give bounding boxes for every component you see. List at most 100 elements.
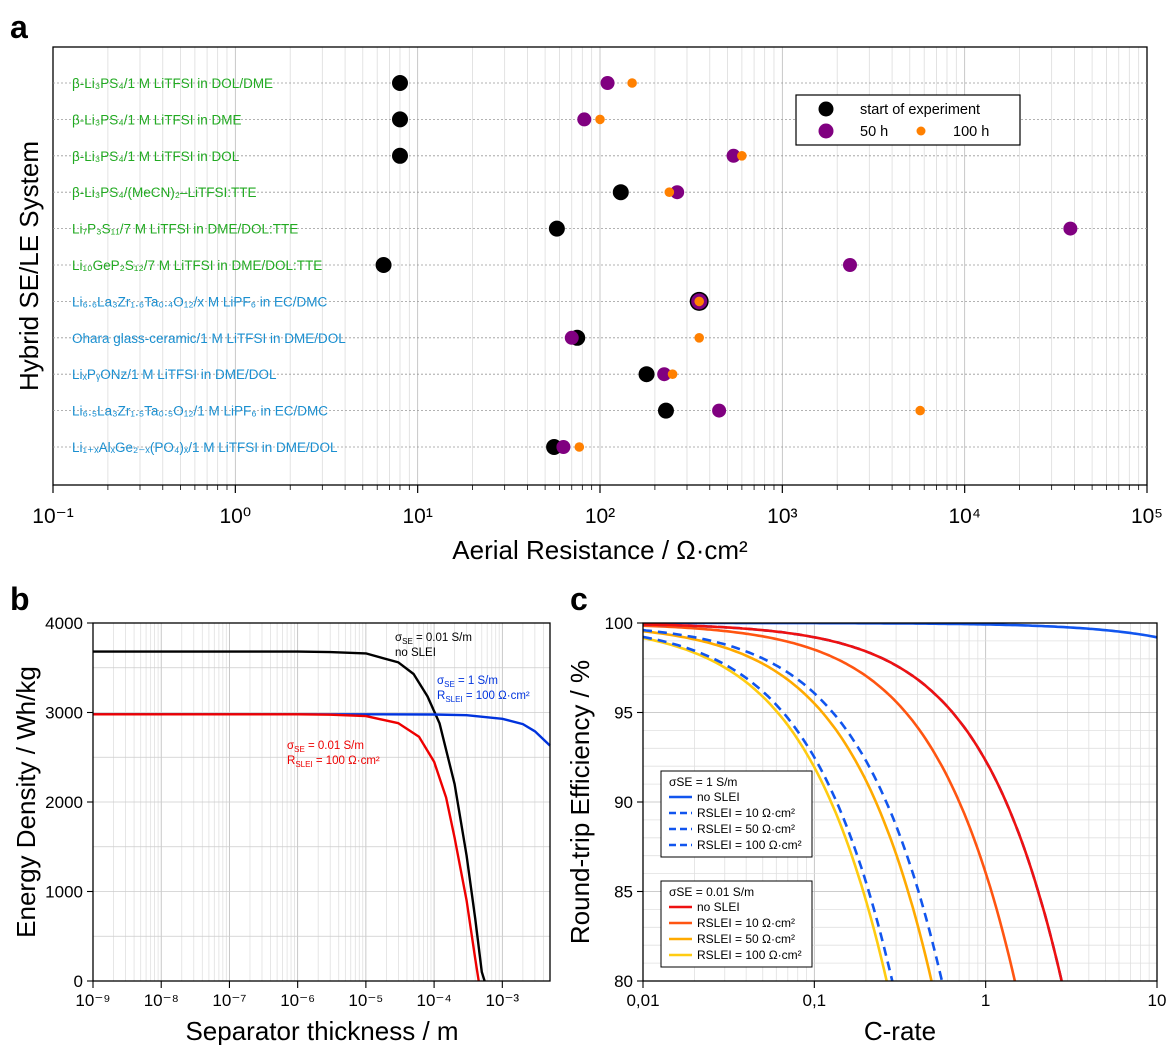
system-label: β-Li₃PS₄/1 M LiTFSI in DME bbox=[72, 112, 242, 127]
x-tick-label: 10⁵ bbox=[1131, 505, 1163, 528]
point-50h bbox=[842, 258, 857, 272]
point-start bbox=[375, 257, 392, 273]
panel-c-ticks: 0,01 0,1 1 10 80 85 90 95 100 bbox=[605, 614, 1167, 1010]
legend-entry-label: RSLEI = 10 Ω·cm² bbox=[697, 806, 795, 820]
energy-density-line-2 bbox=[93, 713, 480, 982]
panel-a-grid bbox=[107, 47, 1140, 485]
y-tick-label: 80 bbox=[614, 972, 633, 991]
panel-b-annotations: σSE = 0.01 S/m no SLEI σSE = 1 S/m RSLEI… bbox=[287, 632, 530, 769]
point-100h bbox=[694, 333, 705, 343]
x-tick-label: 10⁻⁵ bbox=[348, 991, 383, 1010]
legend-label-100h: 100 h bbox=[953, 124, 989, 140]
point-50h bbox=[564, 330, 579, 345]
panel-letter-c: c bbox=[570, 581, 588, 617]
legend-entry-label: RSLEI = 100 Ω·cm² bbox=[697, 948, 802, 962]
panel-letter-b: b bbox=[10, 581, 30, 617]
legend-marker-50h bbox=[818, 123, 834, 139]
y-tick-label: 4000 bbox=[45, 614, 83, 633]
x-tick-label: 10² bbox=[585, 505, 615, 528]
y-tick-label: 85 bbox=[614, 883, 633, 902]
y-tick-label: 3000 bbox=[45, 704, 83, 723]
system-label: LiₓPᵧONz/1 M LiTFSI in DME/DOL bbox=[72, 367, 277, 382]
annotation-red-line-1: σSE = 0.01 S/m bbox=[287, 740, 364, 754]
x-tick-label: 10¹ bbox=[402, 505, 432, 528]
x-tick-label: 10⁻⁷ bbox=[212, 991, 246, 1010]
point-50h bbox=[712, 403, 727, 418]
x-tick-label: 10⁻¹ bbox=[32, 505, 73, 528]
system-label: Li₆.₅La₃Zr₁.₅Ta₀.₅O₁₂/1 M LiPF₆ in EC/DM… bbox=[72, 404, 328, 419]
efficiency-line-3 bbox=[643, 635, 894, 981]
point-100h bbox=[667, 369, 678, 380]
point-50h bbox=[577, 112, 592, 127]
system-label: Ohara glass-ceramic/1 M LiTFSI in DME/DO… bbox=[72, 331, 346, 346]
point-50h bbox=[600, 76, 615, 90]
system-label: β-Li₃PS₄/1 M LiTFSI in DOL/DME bbox=[72, 76, 273, 91]
y-tick-label: 2000 bbox=[45, 793, 83, 812]
legend-box bbox=[795, 94, 1021, 146]
efficiency-line-7 bbox=[643, 636, 888, 981]
panel-a-rows: β-Li₃PS₄/1 M LiTFSI in DOL/DME β-Li₃PS₄/1… bbox=[53, 75, 1147, 455]
annotation-black-line-1: σSE = 0.01 S/m bbox=[395, 632, 472, 646]
system-label: Li₆.₆La₃Zr₁.₆Ta₀.₄O₁₂/x M LiPF₆ in EC/DM… bbox=[72, 294, 328, 309]
point-100h bbox=[915, 405, 925, 416]
x-tick-label: 10⁻⁹ bbox=[75, 991, 110, 1010]
legend-label-start: start of experiment bbox=[860, 102, 980, 118]
system-label: β-Li₃PS₄/(MeCN)₂–LiTFSI:TTE bbox=[72, 185, 257, 200]
point-100h bbox=[595, 114, 605, 125]
panel-b-x-title: Separator thickness / m bbox=[185, 1016, 458, 1045]
annotation-red-line-2: RSLEI = 100 Ω·cm² bbox=[287, 755, 380, 769]
x-tick-label: 10⁻⁶ bbox=[280, 991, 315, 1010]
point-start bbox=[391, 111, 408, 128]
efficiency-line-6 bbox=[643, 629, 933, 981]
annotation-black-line-2: no SLEI bbox=[395, 647, 436, 659]
panel-letter-a: a bbox=[10, 9, 28, 45]
point-start bbox=[612, 184, 629, 201]
x-tick-label: 10⁻³ bbox=[486, 991, 520, 1010]
energy-density-line-0 bbox=[93, 650, 486, 982]
y-tick-label: 90 bbox=[614, 793, 633, 812]
point-50h bbox=[1063, 221, 1078, 236]
efficiency-line-5 bbox=[643, 624, 1017, 981]
legend-marker-100h bbox=[916, 126, 926, 136]
y-tick-label: 1000 bbox=[45, 883, 83, 902]
x-tick-label: 10⁻⁸ bbox=[144, 991, 179, 1010]
panel-c-lines bbox=[643, 623, 1157, 981]
point-start bbox=[657, 402, 674, 419]
legend-group-title: σSE = 1 S/m bbox=[669, 775, 737, 789]
x-tick-label: 10³ bbox=[767, 505, 797, 528]
panel-b-y-title: Energy Density / Wh/kg bbox=[11, 666, 41, 938]
panel-a-legend: start of experiment 50 h 100 h bbox=[795, 94, 1021, 146]
system-label: Li₇P₃S₁₁/7 M LiTFSI in DME/DOL:TTE bbox=[72, 222, 298, 237]
x-tick-label: 0,01 bbox=[626, 991, 659, 1010]
point-start bbox=[391, 147, 408, 164]
panel-b-ticks: 10⁻⁹ 10⁻⁸ 10⁻⁷ 10⁻⁶ 10⁻⁵ 10⁻⁴ 10⁻³ 0 1000 2000 300… bbox=[45, 614, 519, 1010]
legend-label-50h: 50 h bbox=[860, 124, 888, 140]
legend-entry-label: RSLEI = 50 Ω·cm² bbox=[697, 932, 795, 946]
legend-entry-label: RSLEI = 100 Ω·cm² bbox=[697, 838, 802, 852]
legend-marker-start bbox=[818, 101, 834, 117]
panel-b-grid bbox=[93, 623, 550, 981]
x-tick-label: 10 bbox=[1148, 991, 1167, 1010]
x-tick-label: 10⁻⁴ bbox=[417, 991, 452, 1010]
x-tick-label: 0,1 bbox=[803, 991, 827, 1010]
x-tick-label: 10⁰ bbox=[219, 505, 251, 528]
legend-entry-label: RSLEI = 10 Ω·cm² bbox=[697, 916, 795, 930]
point-100h bbox=[574, 442, 585, 452]
efficiency-line-4 bbox=[643, 623, 1063, 981]
system-label: Li₁₊ₓAlₓGe₂₋ₓ(PO₄)ₓ/1 M LiTFSI in DME/DO… bbox=[72, 440, 338, 455]
panel-a-x-title: Aerial Resistance / Ω·cm² bbox=[452, 535, 748, 565]
system-label: Li₁₀GeP₂S₁₂/7 M LiTFSI in DME/DOL:TTE bbox=[72, 258, 322, 273]
y-tick-label: 95 bbox=[614, 704, 633, 723]
point-start bbox=[548, 220, 565, 237]
panel-a-y-title: Hybrid SE/LE System bbox=[14, 141, 44, 391]
panel-c-x-title: C-rate bbox=[864, 1016, 936, 1045]
legend-entry-label: no SLEI bbox=[697, 900, 740, 914]
legend-entry-label: no SLEI bbox=[697, 790, 740, 804]
point-50h bbox=[726, 148, 741, 163]
y-tick-label: 100 bbox=[605, 614, 633, 633]
panel-a-x-ticks: 10⁻¹ 10⁰ 10¹ 10² 10³ 10⁴ 10⁵ bbox=[32, 485, 1163, 528]
panel-b-lines bbox=[93, 650, 551, 982]
point-50h bbox=[670, 185, 685, 200]
